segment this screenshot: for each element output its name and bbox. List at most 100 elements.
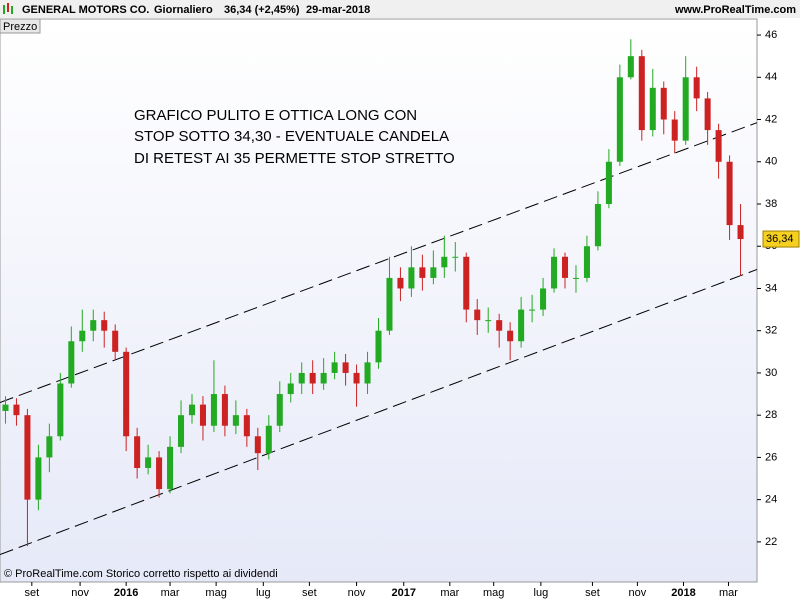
- candle-body: [199, 404, 206, 426]
- y-tick-label: 24: [765, 494, 777, 506]
- y-tick-label: 28: [765, 409, 777, 421]
- x-tick-label: 2017: [391, 587, 415, 599]
- candle-body: [496, 320, 503, 331]
- candle-body: [704, 98, 711, 131]
- candle-body: [298, 372, 305, 384]
- x-tick-label: nov: [71, 587, 89, 599]
- candle-body: [627, 56, 634, 78]
- logo-icon: [3, 3, 13, 14]
- candle-body: [463, 256, 470, 310]
- candle-body: [518, 309, 525, 342]
- x-tick-label: set: [24, 587, 39, 599]
- candle-body: [320, 372, 327, 384]
- x-tick-label: 2016: [114, 587, 138, 599]
- candle-body: [671, 119, 678, 141]
- candle-body: [232, 415, 239, 426]
- candle-body: [561, 256, 569, 278]
- header-period: Giornaliero: [154, 4, 213, 16]
- annotation: DI RETEST AI 35 PERMETTE STOP STRETTO: [134, 150, 455, 167]
- candle-body: [353, 372, 360, 384]
- candle-body: [46, 436, 53, 458]
- y-tick-label: 40: [765, 156, 777, 168]
- candle-body: [57, 383, 64, 437]
- candle-body: [507, 330, 514, 342]
- candle-body: [397, 277, 404, 289]
- header-site: www.ProRealTime.com: [674, 4, 796, 16]
- x-tick-label: mar: [440, 587, 459, 599]
- x-tick-label: mar: [719, 587, 738, 599]
- candle-body: [79, 330, 86, 342]
- candle-body: [287, 383, 294, 395]
- y-tick-label: 22: [765, 536, 777, 548]
- candle-body: [594, 203, 601, 247]
- x-tick-label: mar: [161, 587, 180, 599]
- candle-body: [167, 446, 174, 490]
- candle-body: [145, 457, 152, 468]
- candle-body: [485, 320, 492, 322]
- y-tick-label: 26: [765, 451, 777, 463]
- candle-body: [693, 77, 700, 99]
- candle-body: [682, 77, 689, 141]
- trendline: [0, 268, 758, 556]
- candle-body: [737, 225, 744, 240]
- y-tick-label: 38: [765, 198, 777, 210]
- candle-body: [221, 394, 228, 426]
- candle-body: [68, 341, 75, 384]
- trendline: [0, 122, 758, 403]
- candle-body: [364, 362, 371, 384]
- candle-body: [529, 309, 536, 311]
- candle-body: [452, 256, 459, 258]
- candle-body: [331, 362, 338, 373]
- candle-body: [134, 436, 141, 468]
- candle-body: [605, 161, 612, 204]
- x-tick-label: set: [585, 587, 600, 599]
- candle-body: [254, 436, 261, 454]
- candle-body: [24, 415, 31, 500]
- candle-body: [551, 256, 558, 289]
- candle-body: [540, 288, 547, 310]
- header-bar: [0, 0, 800, 18]
- candle-body: [35, 457, 42, 500]
- y-tick-label: 30: [765, 367, 777, 379]
- last-price-tag: [762, 230, 800, 248]
- candle-body: [726, 161, 733, 226]
- candle-body: [715, 130, 722, 162]
- candle-body: [101, 320, 108, 331]
- candle-body: [616, 77, 623, 162]
- candle-body: [419, 267, 426, 278]
- candle-body: [649, 87, 656, 131]
- candle-body: [386, 277, 393, 331]
- y-tick-label: 32: [765, 325, 777, 337]
- candle-body: [408, 267, 415, 289]
- candle-body: [375, 330, 382, 363]
- header-date: 29-mar-2018: [306, 4, 370, 16]
- candle-body: [309, 372, 316, 384]
- x-tick-label: mag: [205, 587, 226, 599]
- candle-body: [156, 457, 163, 490]
- candle-body: [188, 404, 196, 416]
- candle-body: [13, 404, 20, 416]
- candle-body: [660, 87, 667, 120]
- x-tick-label: mag: [483, 587, 504, 599]
- candle-body: [265, 425, 272, 454]
- x-tick-label: lug: [534, 587, 549, 599]
- header-quote: 36,34 (+2,45%): [224, 4, 300, 16]
- x-tick-label: nov: [629, 587, 647, 599]
- y-tick-label: 34: [765, 282, 777, 294]
- x-tick-label: set: [302, 587, 317, 599]
- candle-body: [2, 404, 9, 411]
- candle-body: [276, 394, 283, 426]
- candle-body: [572, 277, 579, 279]
- candle-body: [638, 56, 645, 131]
- y-tick-label: 46: [765, 29, 777, 41]
- candle-body: [583, 246, 590, 278]
- candle-body: [178, 415, 185, 447]
- candle-body: [243, 415, 250, 437]
- header-name: GENERAL MOTORS CO.: [22, 4, 149, 16]
- x-tick-label: 2018: [671, 587, 695, 599]
- candle-body: [210, 394, 217, 426]
- last-price-label: 36,34: [766, 233, 794, 245]
- x-tick-label: lug: [256, 587, 271, 599]
